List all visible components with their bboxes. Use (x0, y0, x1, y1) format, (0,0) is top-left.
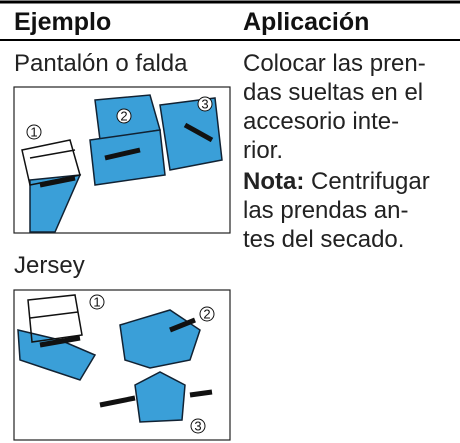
note-text: Centrifugar (311, 168, 430, 195)
step-number: 3 (201, 96, 208, 111)
application-line: das sueltas en el (243, 79, 423, 106)
step-number: 1 (30, 124, 37, 139)
header-cell: Ejemplo (14, 8, 111, 36)
step-number: 1 (93, 294, 100, 309)
step-number: 2 (203, 306, 210, 321)
note-line: tes del secado. (243, 226, 404, 253)
application-line: rior. (243, 137, 283, 164)
illustration: 1 2 3 (13, 86, 231, 234)
step-number: 3 (194, 418, 201, 433)
application-line: accesorio inte- (243, 108, 399, 135)
application-line: Colocar las pren- (243, 50, 426, 77)
example-label: Pantalón o falda (14, 50, 188, 77)
example-label: Jersey (14, 252, 85, 279)
note-line: las prendas an- (243, 197, 408, 224)
note-line: Nota: Centrifugar (243, 168, 430, 195)
illustration: 1 2 3 (13, 289, 231, 441)
note-label: Nota: (243, 168, 304, 195)
header-cell: Aplicación (243, 8, 369, 36)
step-number: 2 (120, 108, 127, 123)
